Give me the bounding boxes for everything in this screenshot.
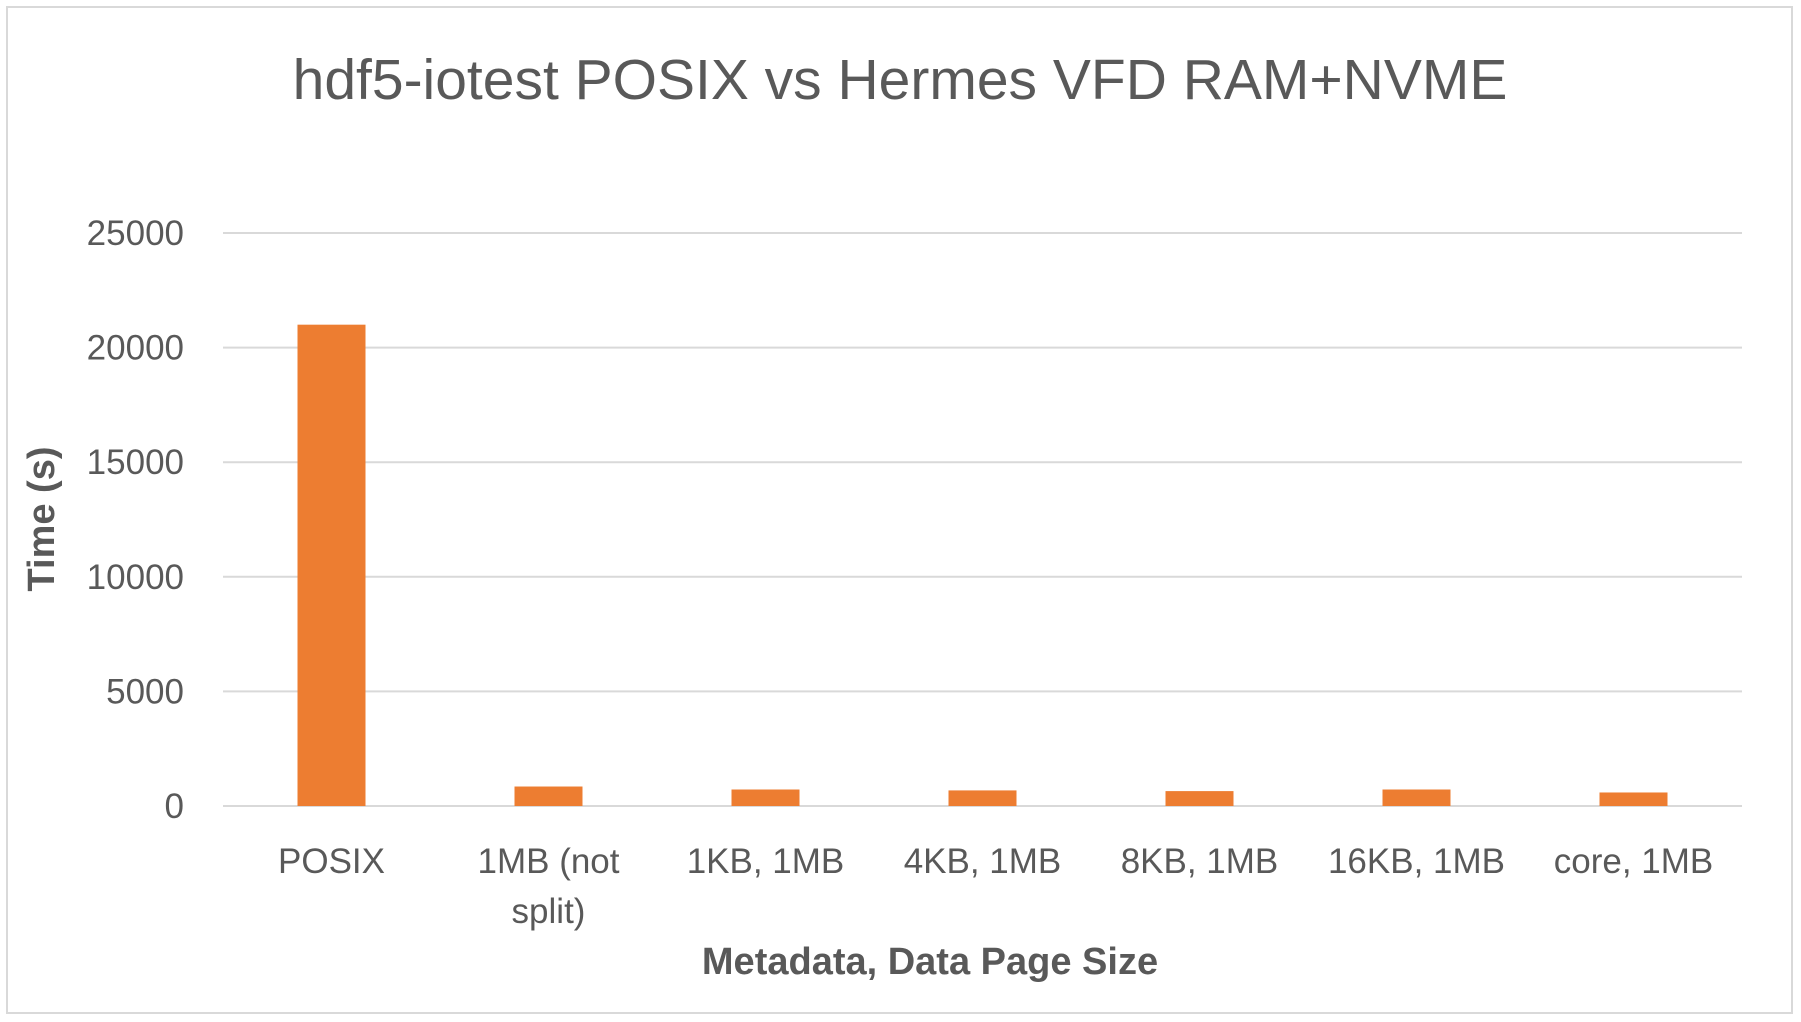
y-tick-label: 25000 (87, 214, 184, 253)
bar (1599, 792, 1668, 806)
y-tick-label: 5000 (106, 672, 184, 711)
x-axis-ticks: POSIX 1MB (not split) 1KB, 1MB 4KB, 1MB 8KB, … (278, 842, 1713, 931)
x-tick-label: split) (512, 892, 586, 931)
y-axis-title: Time (s) (21, 446, 63, 591)
bar (514, 786, 583, 806)
y-axis-ticks: 0 5000 10000 15000 20000 25000 (87, 214, 184, 826)
y-tick-label: 20000 (87, 329, 184, 368)
bars (297, 324, 1668, 806)
y-tick-label: 15000 (87, 443, 184, 482)
x-tick-label: POSIX (278, 842, 385, 881)
chart-title: hdf5-iotest POSIX vs Hermes VFD RAM+NVME (293, 48, 1508, 112)
bar (1382, 789, 1451, 806)
x-tick-label: 1MB (not (478, 842, 620, 881)
x-tick-label: 8KB, 1MB (1121, 842, 1279, 881)
gridlines (223, 232, 1742, 807)
x-tick-label: 4KB, 1MB (904, 842, 1062, 881)
bar (297, 324, 366, 806)
bar (1165, 791, 1234, 806)
bar (731, 789, 800, 806)
y-tick-label: 10000 (87, 558, 184, 597)
y-tick-label: 0 (165, 787, 184, 826)
x-axis-title: Metadata, Data Page Size (702, 941, 1158, 983)
x-tick-label: core, 1MB (1554, 842, 1714, 881)
x-tick-label: 16KB, 1MB (1328, 842, 1505, 881)
bar (948, 790, 1017, 806)
x-tick-label: 1KB, 1MB (687, 842, 845, 881)
